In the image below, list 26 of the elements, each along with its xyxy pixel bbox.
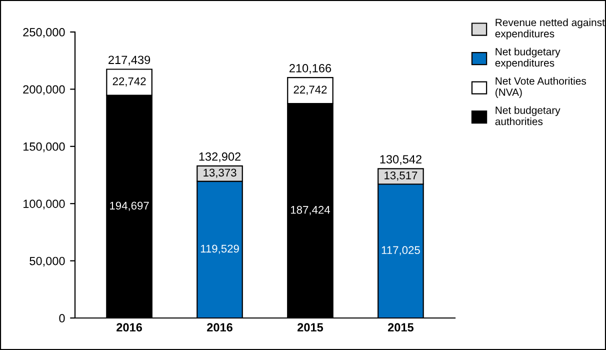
x-tick-label: 2015: [298, 323, 324, 332]
total-label: 210,166: [289, 64, 332, 74]
data-label: 117,025: [382, 246, 420, 256]
y-tick-label: 100,000: [24, 200, 65, 210]
y-tick-label: 150,000: [24, 142, 65, 152]
y-tick-label: 200,000: [23, 85, 65, 95]
y-tick-label: 50,000: [30, 256, 65, 267]
total-label: 132,902: [199, 152, 241, 162]
data-label: 13,517: [384, 172, 418, 181]
x-tick-label: 2016: [116, 323, 142, 332]
data-label: 22,742: [112, 77, 146, 87]
x-tick-label: 2015: [388, 323, 414, 332]
data-label: 194,697: [110, 202, 149, 211]
y-tick-label: 0: [59, 314, 65, 322]
legend-label: Net Vote Authorities (NVA): [496, 77, 586, 98]
data-label: 119,529: [200, 244, 239, 254]
data-label: 22,742: [294, 86, 327, 95]
data-label: 187,424: [291, 206, 330, 216]
legend-label: Net budgetary expenditures: [495, 48, 560, 69]
data-label: 13,373: [204, 168, 236, 178]
x-tick-label: 2016: [207, 323, 232, 332]
y-tick-label: 250,000: [23, 28, 65, 38]
total-label: 130,542: [380, 155, 422, 165]
legend-label: Revenue netted against expenditures: [495, 18, 605, 40]
total-label: 217,439: [108, 56, 150, 66]
legend-label: Net budgetary authorities: [495, 106, 560, 126]
